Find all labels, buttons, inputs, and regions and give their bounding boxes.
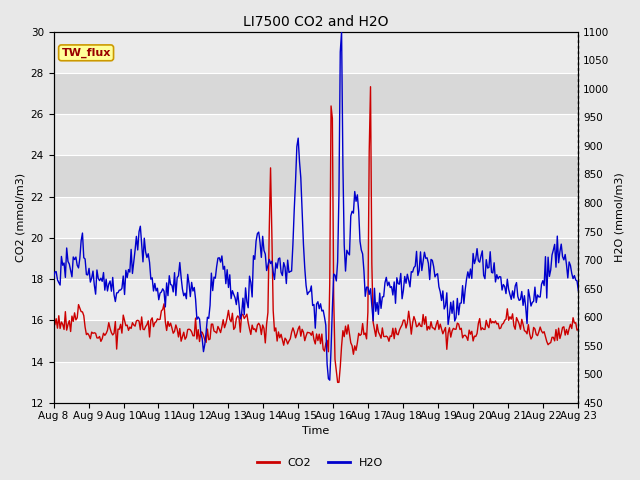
Bar (54, 114, 579, 156)
Bar (54, 156, 579, 197)
X-axis label: Time: Time (302, 426, 330, 436)
Title: LI7500 CO2 and H2O: LI7500 CO2 and H2O (243, 15, 388, 29)
Y-axis label: H2O (mmol/m3): H2O (mmol/m3) (615, 172, 625, 262)
Bar (54, 197, 579, 238)
Bar (54, 279, 579, 321)
Text: TW_flux: TW_flux (61, 48, 111, 58)
Legend: CO2, H2O: CO2, H2O (252, 453, 388, 472)
Bar (54, 321, 579, 362)
Bar (54, 32, 579, 73)
Bar (54, 362, 579, 403)
Bar (54, 238, 579, 279)
Bar (54, 73, 579, 114)
Y-axis label: CO2 (mmol/m3): CO2 (mmol/m3) (15, 173, 25, 262)
